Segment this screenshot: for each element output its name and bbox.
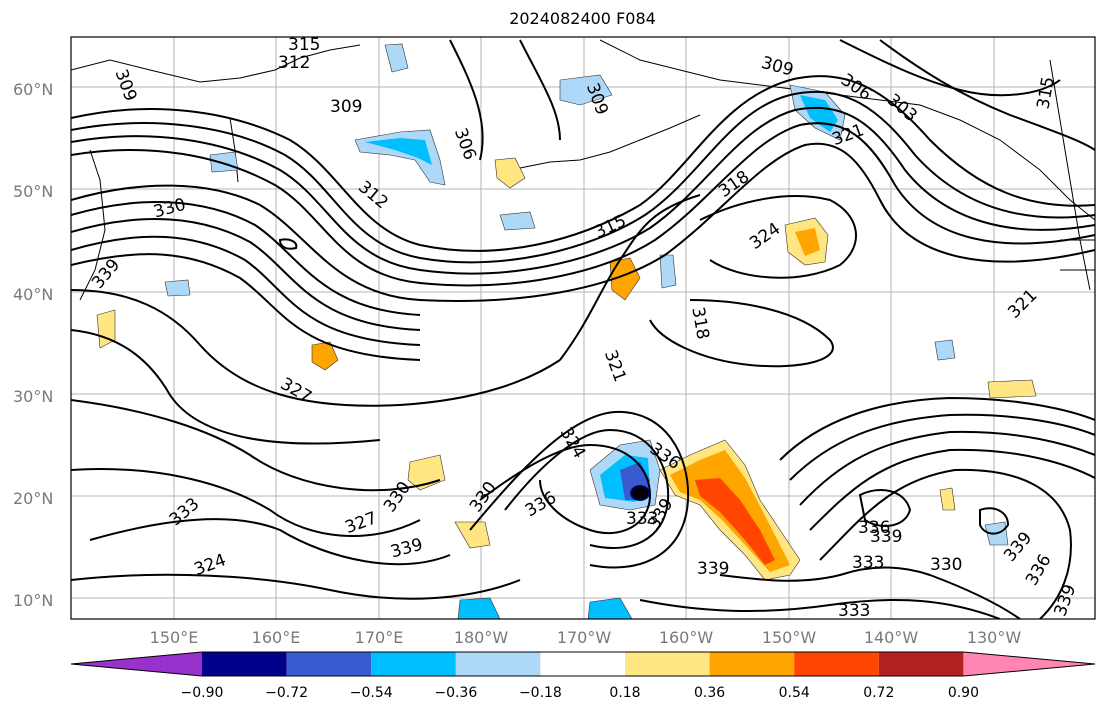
lat-label: 50°N	[13, 182, 53, 201]
colorbar-tick-label: −0.54	[350, 685, 393, 701]
lon-label: 160°E	[252, 628, 301, 647]
contour-label: 333	[626, 509, 658, 529]
contour-label: 339	[870, 527, 902, 547]
colorbar: −0.90 −0.72 −0.54 −0.36 −0.18 0.18 0.36 …	[70, 651, 1096, 701]
contour-label: 312	[278, 53, 310, 73]
colorbar-tick-label: −0.72	[265, 685, 308, 701]
colorbar-segment	[286, 652, 372, 676]
colorbar-segment	[625, 652, 710, 676]
colorbar-extend-low	[71, 652, 202, 676]
lon-label: 160°W	[659, 628, 714, 647]
lon-label: 130°W	[967, 628, 1022, 647]
colorbar-outline	[70, 651, 1096, 677]
colorbar-tick-label: 0.36	[694, 685, 725, 701]
contour-label: 309	[330, 97, 362, 117]
colorbar-tick-label: −0.90	[181, 685, 224, 701]
lon-label: 140°W	[864, 628, 919, 647]
colorbar-segment	[202, 652, 287, 676]
lon-label: 150°W	[762, 628, 817, 647]
contour-label: 330	[930, 555, 962, 575]
contour-label: 315	[288, 35, 320, 55]
lat-label: 10°N	[13, 591, 53, 610]
contour-label: 336	[858, 518, 890, 538]
longitude-labels: 150°E 160°E 170°E 180°W 170°W 160°W 150°…	[150, 628, 1022, 647]
colorbar-segment	[709, 652, 795, 676]
lat-label: 20°N	[13, 489, 53, 508]
colorbar-tick-label: −0.18	[519, 685, 562, 701]
latitude-labels: 60°N 50°N 40°N 30°N 20°N 10°N	[13, 80, 53, 610]
colorbar-segment	[794, 652, 879, 676]
colorbar-tick-label: −0.36	[434, 685, 477, 701]
map-background	[71, 37, 1095, 619]
colorbar-segment	[371, 652, 456, 676]
map-title: 2024082400 F084	[509, 9, 656, 28]
colorbar-extend-high	[963, 652, 1095, 676]
lon-label: 150°E	[150, 628, 199, 647]
lon-label: 170°E	[355, 628, 404, 647]
contour-label: 333	[852, 553, 884, 573]
colorbar-segment	[540, 652, 625, 676]
colorbar-segment	[878, 652, 964, 676]
height-contours	[71, 39, 1095, 619]
lon-label: 170°W	[557, 628, 612, 647]
contour-label: 333	[838, 601, 870, 621]
lat-label: 40°N	[13, 285, 53, 304]
colorbar-tick-label: 0.72	[863, 685, 894, 701]
lon-label: 180°W	[454, 628, 509, 647]
contour-label: 339	[697, 559, 729, 579]
low-center-marker	[632, 486, 648, 500]
colorbar-tick-label: 0.18	[609, 685, 640, 701]
graticule	[71, 37, 1095, 619]
colorbar-segment	[455, 652, 541, 676]
colorbar-tick-label: 0.54	[779, 685, 810, 701]
map-frame	[70, 36, 1096, 620]
colorbar-tick-label: 0.90	[948, 685, 979, 701]
lat-label: 60°N	[13, 80, 53, 99]
lat-label: 30°N	[13, 387, 53, 406]
